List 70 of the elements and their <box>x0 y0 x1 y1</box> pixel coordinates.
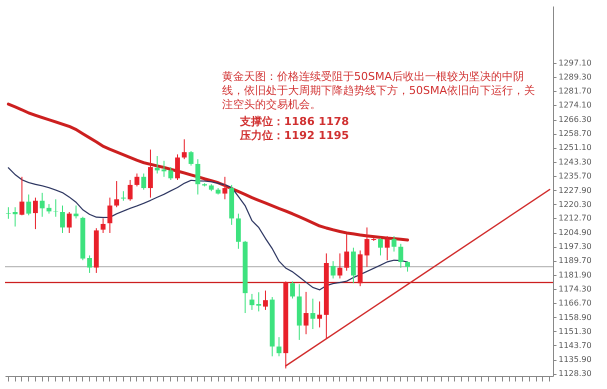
y-tick-label: 1204.90 <box>558 228 592 238</box>
candlestick <box>162 160 166 178</box>
y-tick-label: 1251.10 <box>558 143 592 152</box>
candlestick <box>141 173 146 190</box>
candlestick <box>263 290 268 310</box>
y-tick-label: 1212.70 <box>558 214 592 223</box>
candlestick <box>392 236 396 252</box>
y-tick-label: 1281.70 <box>558 86 592 96</box>
candlestick <box>33 197 38 230</box>
annotation: 压力位：1192 1195 <box>238 129 350 143</box>
candlestick <box>378 238 383 256</box>
y-tick-label: 1189.70 <box>558 256 592 266</box>
candlestick <box>53 198 58 218</box>
candlestick <box>40 192 45 218</box>
y-tick-label: 1128.30 <box>558 369 592 378</box>
candlestick <box>87 254 92 274</box>
y-tick-label: 1297.10 <box>558 58 592 68</box>
candlestick <box>26 194 32 216</box>
candlestick <box>290 280 295 300</box>
candlestick <box>195 158 200 195</box>
candlestick <box>250 293 254 310</box>
candlestick <box>344 234 350 272</box>
y-tick-label: 1143.70 <box>558 340 592 350</box>
candlestick <box>154 156 160 174</box>
candlestick <box>405 260 410 272</box>
y-tick-label: 1181.90 <box>558 270 592 280</box>
candlestick <box>134 173 140 187</box>
candlestick <box>222 176 228 200</box>
candlestick <box>317 300 322 328</box>
candlestick <box>46 204 52 214</box>
y-tick-label: 1266.30 <box>558 115 592 124</box>
candlestick <box>304 291 308 335</box>
candlestick <box>128 179 133 202</box>
candlestick <box>384 236 390 261</box>
y-tick-label: 1289.30 <box>558 72 592 82</box>
candlestick <box>66 211 72 234</box>
candlestick <box>188 150 194 166</box>
candlestick <box>236 213 241 250</box>
candlestick <box>350 247 356 284</box>
y-tick-label: 1174.30 <box>558 284 592 294</box>
candlestick <box>19 176 24 216</box>
y-tick-label: 1258.70 <box>558 129 592 138</box>
candlestick <box>398 243 404 268</box>
candlestick <box>168 166 174 180</box>
candlestick <box>182 138 187 160</box>
candlestick <box>310 298 316 330</box>
y-tick-label: 1235.70 <box>558 171 592 180</box>
candlestick <box>60 205 65 234</box>
candlestick <box>107 197 112 234</box>
annotation: 黄金天图：价格连续受阻于50SMA后收出一根较为坚决的中阴线，依旧处于大周期下降趋势线下方，50SMA依旧向下运行，关注空头的交易机会。 <box>222 70 536 112</box>
y-tick-label: 1166.70 <box>558 298 592 308</box>
y-tick-label: 1274.10 <box>558 100 592 110</box>
y-tick-label: 1243.30 <box>558 157 592 166</box>
candlestick <box>276 336 282 357</box>
candlestick <box>74 205 78 219</box>
candlestick <box>120 190 126 202</box>
candlestick <box>175 154 180 180</box>
candlestick <box>148 149 153 198</box>
y-tick-label: 1135.90 <box>558 355 592 364</box>
annotation: 支撑位：1186 1178 <box>239 115 350 129</box>
candlestick <box>364 226 370 268</box>
candlestick <box>100 218 106 234</box>
y-tick-label: 1151.30 <box>558 326 592 336</box>
y-tick-label: 1197.30 <box>558 242 592 252</box>
y-tick-label: 1158.90 <box>558 312 592 322</box>
candlestick <box>330 260 336 279</box>
y-tick-label: 1227.90 <box>558 186 592 195</box>
candlestick <box>114 180 120 208</box>
candlestick <box>337 252 342 279</box>
y-tick-label: 1220.30 <box>558 200 592 209</box>
